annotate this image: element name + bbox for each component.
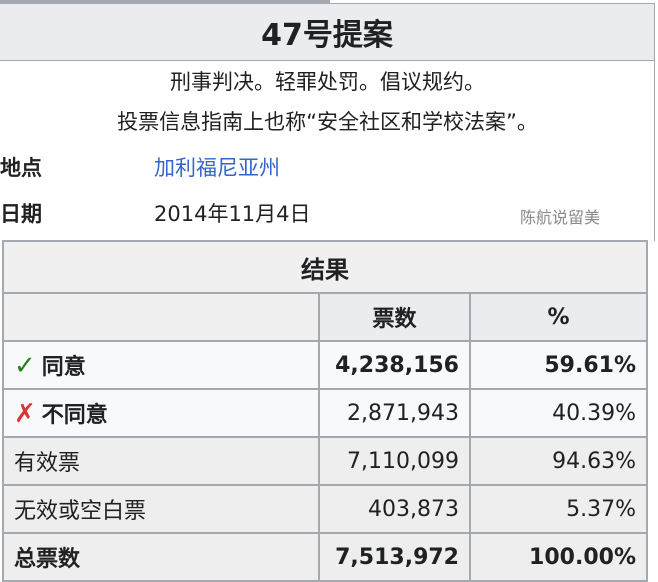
subtitle-line-1: 刑事判决。轻罪处罚。倡议规约。	[170, 70, 485, 94]
row-label: 不同意	[41, 403, 108, 428]
row-votes: 4,238,156	[318, 340, 471, 390]
row-percent: 40.39%	[469, 388, 648, 438]
row-label: 同意	[41, 355, 86, 380]
date-value: 2014年11月4日	[154, 202, 311, 226]
table-row: ✗ 不同意 2,871,943 40.39%	[2, 388, 648, 438]
row-label: 无效或空白票	[2, 484, 320, 534]
infobox-border	[654, 61, 655, 241]
check-icon: ✓	[14, 351, 36, 381]
table-row: 无效或空白票 403,873 5.37%	[2, 484, 648, 534]
subtitle-line-2: 投票信息指南上也称“安全社区和学校法案”。	[117, 110, 538, 134]
top-divider	[0, 0, 330, 3]
watermark: 陈航说留美	[520, 208, 601, 227]
table-row: ✓ 同意 4,238,156 59.61%	[2, 340, 648, 390]
row-votes: 2,871,943	[318, 388, 471, 438]
row-label: 有效票	[2, 436, 320, 486]
row-label: 总票数	[2, 532, 320, 582]
row-votes: 7,110,099	[318, 436, 471, 486]
row-votes: 403,873	[318, 484, 471, 534]
results-caption: 结果	[2, 240, 648, 294]
row-votes: 7,513,972	[318, 532, 471, 582]
header-votes: 票数	[318, 292, 471, 342]
header-blank	[2, 292, 320, 342]
row-percent: 94.63%	[469, 436, 648, 486]
location-label: 地点	[0, 156, 42, 180]
header-percent: %	[469, 292, 648, 342]
table-row: 总票数 7,513,972 100.00%	[2, 532, 648, 582]
infobox-title: 47号提案	[0, 3, 655, 61]
row-percent: 100.00%	[469, 532, 648, 582]
table-row: 有效票 7,110,099 94.63%	[2, 436, 648, 486]
x-icon: ✗	[14, 399, 36, 429]
location-link[interactable]: 加利福尼亚州	[154, 156, 280, 180]
row-percent: 59.61%	[469, 340, 648, 390]
date-label: 日期	[0, 202, 42, 226]
row-percent: 5.37%	[469, 484, 648, 534]
results-table: 结果 票数 % ✓ 同意 4,238,156 59.61% ✗ 不同意 2,871,…	[2, 240, 648, 582]
